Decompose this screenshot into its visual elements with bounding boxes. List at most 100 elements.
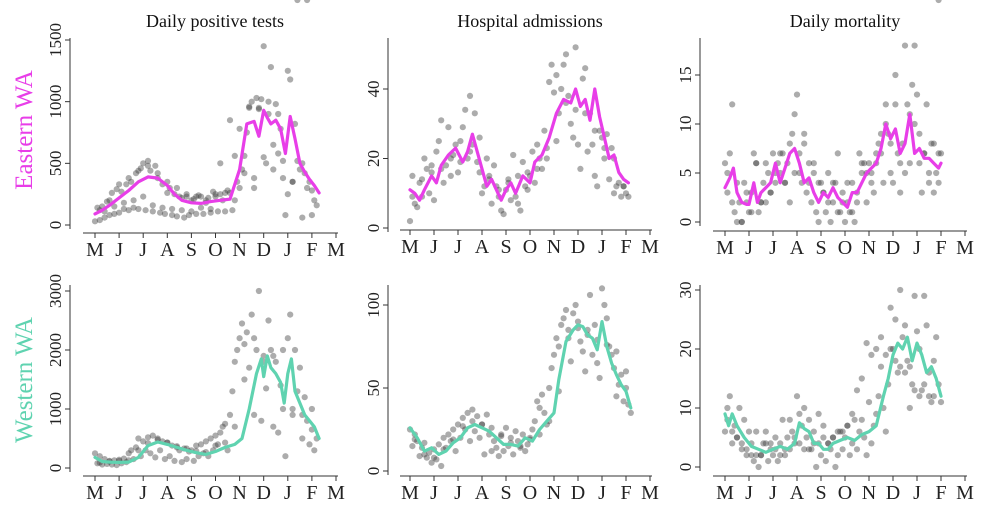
data-point — [406, 218, 414, 225]
data-point — [265, 317, 272, 324]
data-point — [781, 179, 789, 186]
data-point — [899, 334, 906, 341]
data-point — [904, 357, 911, 364]
data-point — [450, 426, 457, 433]
data-point — [877, 334, 885, 341]
data-point — [226, 411, 234, 418]
data-point — [183, 191, 190, 198]
data-point — [738, 440, 745, 447]
data-point — [935, 0, 942, 4]
data-point — [608, 145, 615, 152]
data-point — [767, 189, 774, 196]
x-tick-label-month: J — [454, 236, 462, 258]
data-point — [132, 170, 140, 177]
y-tick-label: 2000 — [46, 333, 65, 367]
data-point — [120, 199, 127, 206]
y-tick-label: 50 — [364, 380, 383, 397]
data-point — [844, 422, 851, 429]
data-point — [483, 411, 490, 418]
data-point — [882, 101, 889, 108]
data-point — [937, 150, 945, 157]
data-point — [856, 150, 863, 157]
data-point — [279, 405, 287, 413]
data-point — [430, 454, 438, 461]
data-point — [409, 172, 416, 179]
y-tick-label: 15 — [676, 67, 695, 84]
data-point — [726, 150, 733, 157]
data-point — [135, 167, 142, 174]
data-point — [132, 444, 140, 451]
data-point — [282, 453, 289, 460]
data-point — [863, 340, 870, 347]
data-point — [721, 160, 729, 167]
data-point — [606, 176, 613, 183]
trend-line-7day-average — [723, 112, 943, 209]
data-point — [306, 441, 313, 448]
data-point — [440, 179, 447, 186]
data-point — [149, 432, 156, 439]
data-point — [433, 148, 440, 155]
data-point — [253, 94, 260, 102]
data-point — [430, 197, 438, 204]
data-point — [801, 140, 808, 147]
data-point — [820, 434, 827, 441]
data-point — [834, 428, 841, 435]
data-point — [906, 160, 913, 167]
data-point — [125, 450, 132, 457]
data-point — [897, 189, 904, 196]
data-point — [911, 387, 918, 394]
data-point — [786, 416, 793, 423]
data-point — [849, 440, 856, 447]
data-point — [128, 178, 135, 185]
data-point — [777, 440, 784, 447]
x-tick-label-month: D — [886, 482, 900, 504]
data-point — [837, 428, 844, 435]
data-point — [512, 193, 519, 200]
data-point — [454, 169, 462, 176]
data-point — [839, 428, 846, 435]
data-point — [421, 439, 428, 446]
data-point — [304, 184, 311, 192]
data-point — [579, 75, 586, 82]
data-point — [241, 170, 248, 177]
data-point — [428, 169, 435, 176]
data-point — [421, 451, 428, 458]
data-point — [459, 423, 466, 430]
data-point — [925, 393, 933, 400]
data-point — [570, 310, 577, 317]
data-point — [103, 198, 111, 205]
x-tick-label-month: J — [430, 482, 438, 504]
data-point — [217, 160, 224, 167]
data-point — [887, 345, 894, 353]
trend-line-7day-average — [93, 354, 321, 464]
data-point — [572, 106, 579, 113]
data-point — [858, 416, 865, 423]
data-point — [565, 92, 572, 99]
y-tick-label: 0 — [676, 463, 695, 472]
data-point — [418, 176, 426, 183]
data-point — [538, 391, 546, 398]
data-point — [793, 91, 801, 98]
data-point — [887, 140, 894, 147]
data-point — [471, 428, 478, 435]
data-point — [238, 320, 246, 327]
data-point — [270, 423, 277, 430]
data-point — [459, 124, 466, 131]
data-point — [877, 363, 885, 370]
data-point — [452, 448, 459, 455]
data-point — [813, 463, 820, 471]
data-point — [282, 212, 289, 219]
data-point — [892, 316, 899, 323]
x-tick-label-month: S — [186, 482, 197, 504]
data-point — [825, 169, 832, 177]
data-point — [591, 127, 598, 134]
x-tick-label-month: S — [500, 482, 511, 504]
data-point — [620, 183, 627, 190]
data-point — [94, 460, 101, 467]
x-tick-label-month: J — [454, 482, 462, 504]
data-point — [916, 393, 923, 400]
x-tick-label-month: M — [86, 239, 104, 261]
data-point — [918, 387, 925, 394]
data-point — [906, 404, 913, 412]
